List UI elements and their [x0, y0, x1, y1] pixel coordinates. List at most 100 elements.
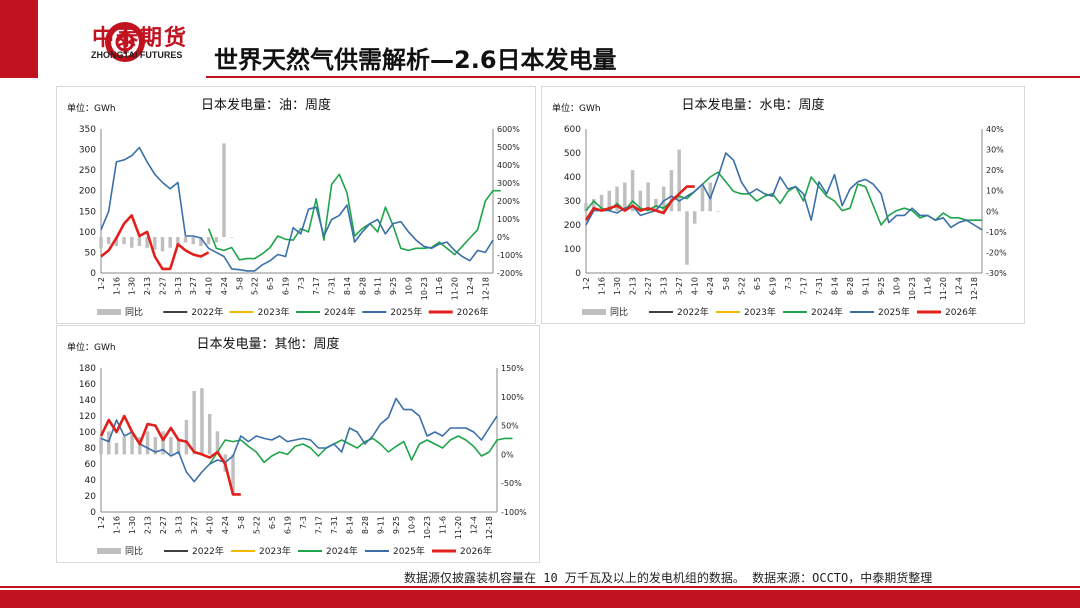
yoy-bar [176, 237, 180, 246]
y2-tick-label: -100% [501, 508, 527, 517]
x-tick-label: 3-27 [190, 516, 199, 534]
x-tick-label: 1-30 [128, 277, 137, 295]
series-line-s2024 [585, 171, 982, 226]
y-tick-label: 140 [79, 396, 96, 406]
yoy-bar [145, 431, 150, 455]
legend-label: 2026年 [457, 306, 489, 318]
x-tick-label: 7-31 [815, 277, 824, 295]
x-tick-label: 6-5 [266, 277, 275, 290]
yoy-bar [669, 170, 674, 212]
y2-tick-label: -100% [497, 251, 523, 260]
y2-tick-label: 30% [986, 146, 1004, 155]
y-tick-label: 60 [85, 460, 97, 470]
x-tick-label: 6-19 [281, 277, 290, 295]
brand-side-bar [0, 0, 38, 78]
series-line-s2024 [209, 435, 513, 465]
y2-tick-label: 600% [497, 125, 520, 134]
y2-tick-label: 10% [986, 187, 1004, 196]
x-tick-label: 10-9 [893, 277, 902, 295]
yoy-bar [638, 190, 643, 212]
y-tick-label: 0 [90, 508, 96, 518]
x-tick-label: 7-3 [299, 516, 308, 529]
y-tick-label: 0 [90, 269, 96, 279]
series-line-s2026 [100, 214, 210, 271]
yoy-bar [168, 237, 172, 248]
x-tick-label: 11-6 [439, 516, 448, 534]
y-tick-label: 200 [79, 187, 96, 197]
y2-tick-label: 40% [986, 125, 1004, 134]
x-tick-label: 7-3 [784, 277, 793, 290]
y-tick-label: 120 [79, 412, 96, 422]
x-tick-label: 7-31 [330, 516, 339, 534]
y2-tick-label: 100% [497, 215, 520, 224]
chart-panel-oil: 日本发电量：油：周度 单位：GWh 0 50 100 150 200 250 300 350 -20… [56, 86, 536, 324]
x-tick-label: 1-16 [598, 277, 607, 295]
x-tick-label: 4-10 [205, 277, 214, 295]
x-tick-label: 6-19 [768, 277, 777, 295]
x-tick-label: 4-24 [706, 277, 715, 295]
legend-label: 2024年 [811, 306, 843, 318]
yoy-bar [192, 391, 196, 455]
x-tick-label: 12-18 [970, 277, 979, 300]
legend-label: 2025年 [878, 306, 910, 318]
title-divider [206, 76, 1080, 78]
yoy-bar [191, 237, 195, 245]
yoy-bar [630, 170, 635, 212]
yoy-bar [176, 440, 181, 455]
x-tick-label: 8-14 [343, 277, 352, 295]
legend-label: 2023年 [744, 306, 776, 318]
y-tick-label: 80 [85, 444, 97, 454]
yoy-bar [99, 237, 103, 248]
y2-tick-label: -30% [986, 269, 1007, 278]
x-tick-label: 5-22 [737, 277, 746, 295]
x-tick-label: 9-11 [377, 516, 386, 534]
x-tick-label: 12-18 [481, 277, 490, 300]
yoy-bar [222, 143, 226, 237]
y-tick-label: 200 [564, 221, 581, 231]
legend-label: 2023年 [258, 306, 290, 318]
legend-label: 2024年 [326, 545, 358, 557]
x-tick-label: 10-9 [404, 277, 413, 295]
y2-tick-label: 0% [501, 450, 514, 459]
y-tick-label: 180 [79, 364, 96, 374]
yoy-bar [200, 388, 204, 455]
yoy-bar [169, 437, 173, 455]
x-tick-label: 3-13 [174, 277, 183, 295]
yoy-bar [183, 237, 188, 243]
y2-tick-label: 200% [497, 197, 520, 206]
y2-tick-label: -20% [986, 248, 1007, 257]
y2-tick-label: -10% [986, 228, 1007, 237]
y2-tick-label: 50% [501, 422, 519, 431]
series-line-s2024 [207, 173, 501, 261]
yoy-bar [122, 237, 126, 245]
y-tick-label: 600 [564, 125, 581, 135]
y-tick-label: 300 [564, 197, 581, 207]
y2-tick-label: -50% [501, 479, 522, 488]
y-tick-label: 100 [79, 428, 96, 438]
x-tick-label: 2-27 [159, 516, 168, 534]
x-tick-label: 4-10 [691, 277, 700, 295]
x-tick-label: 1-16 [112, 277, 121, 295]
x-tick-label: 11-20 [939, 277, 948, 300]
x-tick-label: 5-22 [251, 277, 260, 295]
x-tick-label: 8-28 [358, 277, 367, 295]
x-tick-label: 11-6 [435, 277, 444, 295]
legend-label: 同比 [125, 545, 143, 557]
yoy-bar [161, 431, 165, 455]
yoy-bar [137, 237, 142, 246]
x-tick-label: 3-27 [189, 277, 198, 295]
legend-label: 同比 [610, 306, 628, 318]
yoy-bar [607, 190, 612, 212]
chart-panel-other: 日本发电量：其他：周度 单位：GWh 0 20 40 60 80 100 120 140 160 18… [56, 325, 540, 563]
series-line-s2026 [584, 185, 695, 221]
yoy-bar [130, 434, 134, 455]
x-tick-label: 8-14 [345, 516, 354, 534]
yoy-bar [114, 442, 119, 455]
x-tick-label: 7-17 [314, 516, 323, 534]
x-tick-label: 1-2 [97, 277, 106, 290]
x-tick-label: 6-19 [283, 516, 292, 534]
x-tick-label: 2-27 [158, 277, 167, 295]
legend-swatch [97, 548, 121, 554]
yoy-bar [231, 454, 235, 495]
y-tick-label: 160 [79, 380, 96, 390]
